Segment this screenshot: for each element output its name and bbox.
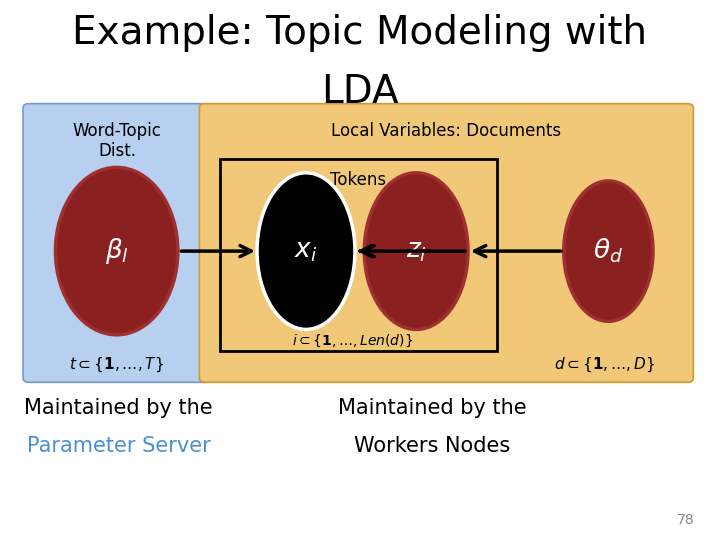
Text: Maintained by the: Maintained by the bbox=[24, 397, 213, 418]
FancyBboxPatch shape bbox=[23, 104, 211, 382]
Text: $i \subset \{\mathbf{1}, \ldots, Len(d)\}$: $i \subset \{\mathbf{1}, \ldots, Len(d)\… bbox=[292, 333, 413, 349]
Text: 78: 78 bbox=[678, 512, 695, 526]
Ellipse shape bbox=[257, 173, 355, 329]
Text: $x_i$: $x_i$ bbox=[294, 239, 318, 264]
Text: $d \subset \{\mathbf{1}, \ldots, D\}$: $d \subset \{\mathbf{1}, \ldots, D\}$ bbox=[554, 355, 655, 374]
Text: Workers Nodes: Workers Nodes bbox=[354, 435, 510, 456]
Text: Word-Topic
Dist.: Word-Topic Dist. bbox=[73, 122, 161, 160]
FancyBboxPatch shape bbox=[199, 104, 693, 382]
Text: Tokens: Tokens bbox=[330, 171, 386, 189]
Text: Example: Topic Modeling with: Example: Topic Modeling with bbox=[73, 14, 647, 51]
Text: Parameter Server: Parameter Server bbox=[27, 435, 211, 456]
Ellipse shape bbox=[55, 167, 178, 335]
Text: $t \subset \{\mathbf{1}, \ldots, T\}$: $t \subset \{\mathbf{1}, \ldots, T\}$ bbox=[69, 355, 164, 374]
Ellipse shape bbox=[364, 173, 468, 329]
Text: $\beta_l$: $\beta_l$ bbox=[104, 236, 129, 266]
Text: LDA: LDA bbox=[321, 73, 399, 111]
Text: $\theta_d$: $\theta_d$ bbox=[593, 237, 624, 265]
Bar bbox=[220, 159, 497, 351]
Ellipse shape bbox=[564, 181, 653, 321]
Text: Maintained by the: Maintained by the bbox=[338, 397, 526, 418]
Text: $z_i$: $z_i$ bbox=[405, 239, 427, 264]
Text: Local Variables: Documents: Local Variables: Documents bbox=[331, 122, 562, 139]
